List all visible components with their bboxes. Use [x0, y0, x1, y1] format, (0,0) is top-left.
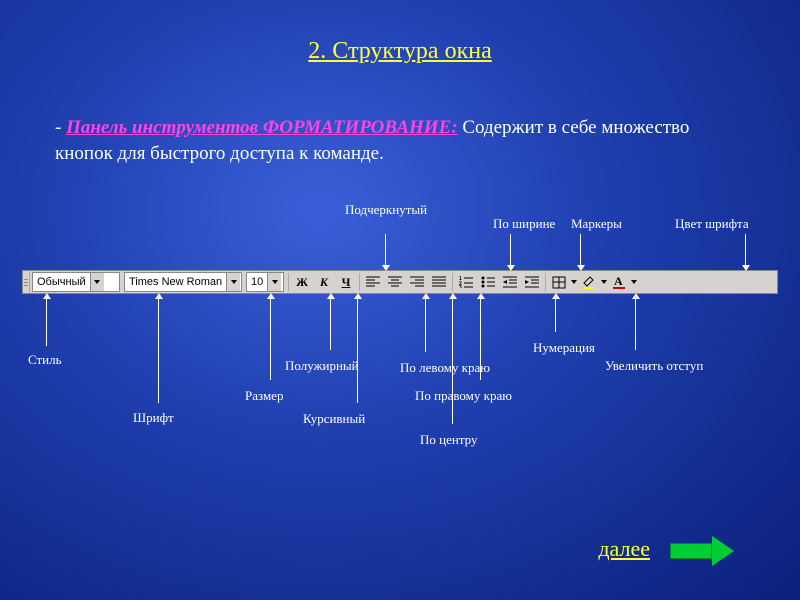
align-justify-button[interactable] [428, 272, 450, 292]
arrow-up-icon [357, 298, 358, 403]
decrease-indent-icon [503, 276, 517, 288]
next-arrow-icon[interactable] [670, 536, 740, 566]
font-combobox[interactable]: Times New Roman [124, 272, 242, 292]
toolbar-grip-icon [23, 271, 30, 293]
callout-label: Стиль [28, 352, 62, 368]
increase-indent-button[interactable] [521, 272, 543, 292]
separator [288, 273, 289, 291]
align-right-button[interactable] [406, 272, 428, 292]
borders-button[interactable] [548, 272, 570, 292]
chevron-down-icon[interactable] [90, 273, 104, 291]
desc-dash: - [55, 117, 66, 138]
callout-label: Маркеры [571, 216, 622, 232]
arrow-down-icon [580, 234, 581, 266]
callout-label: Размер [245, 388, 283, 404]
increase-indent-icon [525, 276, 539, 288]
callout-label: Курсивный [303, 411, 365, 427]
callout-label: Увеличить отступ [605, 358, 703, 374]
decrease-indent-button[interactable] [499, 272, 521, 292]
arrow-up-icon [480, 298, 481, 380]
chevron-down-icon[interactable] [630, 271, 638, 293]
arrow-down-icon [385, 234, 386, 266]
borders-icon [552, 276, 566, 289]
align-center-icon [388, 276, 402, 288]
separator [452, 273, 453, 291]
svg-text:A: A [614, 275, 623, 288]
callout-label: По ширине [493, 216, 555, 232]
arrow-up-icon [635, 298, 636, 350]
arrow-down-icon [510, 234, 511, 266]
callout-label: По центру [420, 432, 478, 448]
font-value: Times New Roman [125, 276, 226, 288]
separator [359, 273, 360, 291]
next-link[interactable]: далее [598, 536, 650, 562]
desc-label: Панель инструментов ФОРМАТИРОВАНИЕ: [66, 117, 458, 138]
align-right-icon [410, 276, 424, 288]
align-left-icon [366, 276, 380, 288]
numbered-list-button[interactable]: 123 [455, 272, 477, 292]
arrow-up-icon [330, 298, 331, 350]
description-block: - Панель инструментов ФОРМАТИРОВАНИЕ: Со… [55, 115, 745, 166]
arrow-up-icon [555, 298, 556, 332]
font-color-button[interactable]: A [608, 272, 630, 292]
align-left-button[interactable] [362, 272, 384, 292]
callout-label: Нумерация [533, 340, 595, 356]
callout-label: По левому краю [400, 360, 490, 376]
chevron-down-icon[interactable] [226, 273, 240, 291]
formatting-toolbar: Обычный Times New Roman 10 Ж К Ч 123 [22, 270, 778, 294]
size-combobox[interactable]: 10 [246, 272, 284, 292]
numbered-list-icon: 123 [459, 276, 473, 288]
arrow-up-icon [425, 298, 426, 352]
callout-label: Цвет шрифта [675, 216, 749, 232]
chevron-down-icon[interactable] [600, 271, 608, 293]
callout-label: Шрифт [133, 410, 174, 426]
italic-button[interactable]: К [313, 272, 335, 292]
separator [545, 273, 546, 291]
arrow-down-icon [745, 234, 746, 266]
underline-button[interactable]: Ч [335, 272, 357, 292]
bullet-list-icon [481, 276, 495, 288]
font-color-icon: A [612, 275, 626, 289]
arrow-up-icon [46, 298, 47, 346]
chevron-down-icon[interactable] [267, 273, 281, 291]
highlight-button[interactable] [578, 272, 600, 292]
callout-label: Подчеркнутый [345, 202, 427, 218]
bold-button[interactable]: Ж [291, 272, 313, 292]
callout-label: По правому краю [415, 388, 512, 404]
arrow-up-icon [270, 298, 271, 380]
style-value: Обычный [33, 276, 90, 288]
svg-text:3: 3 [459, 285, 462, 288]
callout-label: Полужирный [285, 358, 359, 374]
highlight-icon [582, 275, 596, 289]
size-value: 10 [247, 276, 267, 288]
align-justify-icon [432, 276, 446, 288]
style-combobox[interactable]: Обычный [32, 272, 120, 292]
arrow-up-icon [158, 298, 159, 403]
chevron-down-icon[interactable] [570, 271, 578, 293]
align-center-button[interactable] [384, 272, 406, 292]
page-title: 2. Структура окна [308, 38, 491, 65]
bullet-list-button[interactable] [477, 272, 499, 292]
arrow-up-icon [452, 298, 453, 424]
